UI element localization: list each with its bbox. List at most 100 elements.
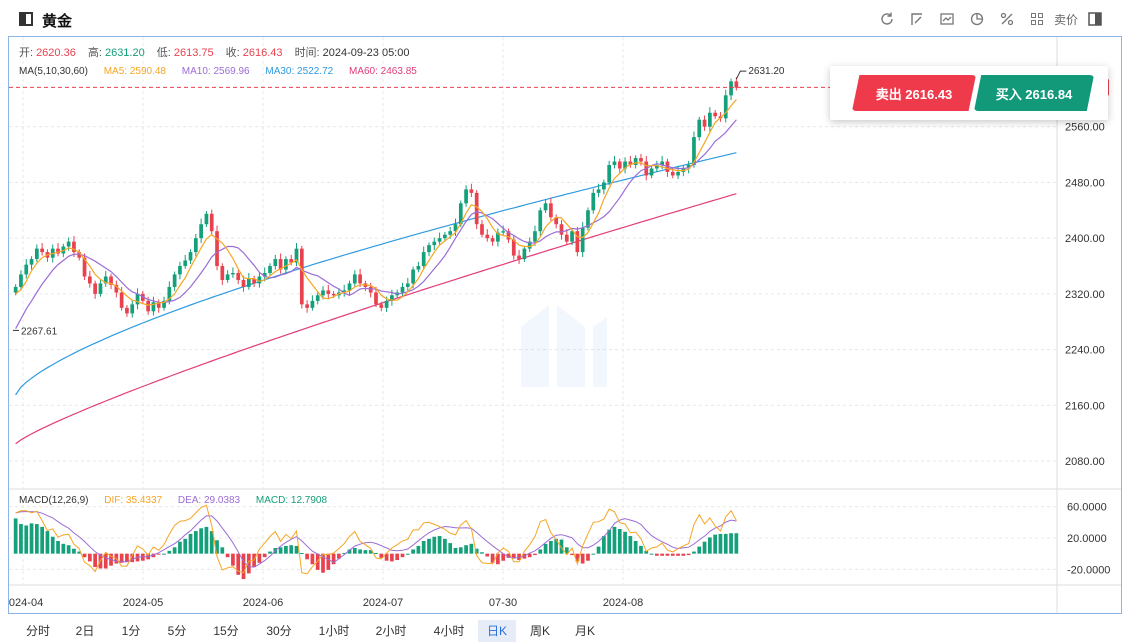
percent-icon[interactable] [992,9,1022,29]
macd-bar [204,526,209,554]
macd-bar [188,533,193,554]
candle-body [98,283,103,294]
macd-bar [464,545,468,554]
candle-body [93,283,97,294]
time-tick-label: 2024-07 [363,597,403,609]
candle-body [527,241,532,249]
ma5-line [15,99,737,306]
candle-body [299,248,304,305]
period-5[interactable]: 15分 [213,624,239,638]
candle-body [496,232,500,242]
macd-bar [167,550,172,554]
candle-body [480,224,484,235]
candle-body [538,210,543,232]
macd-bar [421,540,426,554]
macd-bar [607,529,612,554]
macd-bar [670,553,675,556]
price-type-toggle[interactable]: 卖价 [1053,12,1078,27]
candle-body [549,203,553,218]
open-value: 2620.36 [36,47,76,59]
candle-body [517,255,521,260]
candle-body [172,274,177,287]
period-3[interactable]: 1分 [121,624,141,638]
candle-body [490,238,495,242]
ma-legend: MA(5,10,30,60) MA5: 2590.48 MA10: 2569.9… [19,66,420,77]
candle-body [19,274,23,287]
ma60-legend: MA60: 2463.85 [348,66,417,77]
draw-icon[interactable] [902,9,932,29]
time-tick-label: 2024-06 [243,597,283,609]
time-tick-label: 2024-05 [123,597,163,609]
candle-body [252,278,256,284]
period-4[interactable]: 5分 [167,624,187,638]
macd-bar [639,545,643,554]
macd-bar [660,553,665,556]
period-10[interactable]: 日K [478,620,516,642]
time-label: 时间: [294,47,320,59]
high-label: 高: [87,47,102,59]
candle-body [543,203,548,211]
period-2[interactable]: 2日 [75,624,95,638]
candle-body [602,182,606,190]
candle-body [130,304,135,314]
layout-icon[interactable] [1080,9,1110,29]
chart-frame[interactable]: 2560.00 2480.00 2400.00 2320.00 2240.00 2160.… [8,36,1122,614]
period-7[interactable]: 1小时 [318,624,350,638]
macd-bar [538,549,543,554]
period-1[interactable]: 分时 [25,624,50,638]
candle-body [289,259,294,263]
price-tick-label: 2080.00 [1065,456,1105,468]
candle-body [358,274,362,284]
period-9[interactable]: 4小时 [433,624,465,638]
candle-body [628,161,633,165]
grid-icon[interactable] [1022,9,1052,29]
candle-body [34,248,39,260]
period-8[interactable]: 2小时 [375,624,407,638]
indicator-icon[interactable] [932,9,962,29]
candle-body [421,252,426,267]
candle-body [390,295,394,301]
macd-bar [347,549,352,554]
macd-bar [19,524,23,554]
sidebar-toggle-icon[interactable] [19,12,33,26]
ma5-legend: MA5: 2590.48 [103,66,166,77]
buy-button[interactable]: 买入 2616.84 [974,75,1094,111]
high-value: 2631.20 [104,47,145,59]
candle-body [416,266,421,270]
candle-body [342,290,347,293]
macd-tick-label: 20.0000 [1067,533,1107,545]
candle-body [199,224,203,239]
macd-legend-label: MACD(12,26,9) [19,495,89,506]
sell-button[interactable]: 卖出 2616.43 [852,75,976,111]
candle-body [575,231,580,253]
macd-bar [570,553,574,556]
candle-body [29,259,34,265]
macd-bar [183,538,188,554]
macd-bar [390,553,394,562]
refresh-icon[interactable] [872,9,902,29]
candle-body [352,274,357,284]
price-tick-label: 2560.00 [1065,122,1105,134]
macd-bar [511,553,516,559]
pie-icon[interactable] [962,9,992,29]
candle-body [167,286,172,301]
candle-body [315,295,320,301]
period-6[interactable]: 30分 [266,624,292,638]
macd-bar [596,546,601,554]
macd-bar [231,553,235,566]
candle-body [617,161,622,169]
macd-bar [554,538,559,554]
ohlc-info: 开: 2620.36 高: 2631.20 低: 2613.75 收: 2616.43 … [19,44,412,60]
macd-bar [199,528,203,554]
macd-bar [490,553,495,563]
candle-body [697,119,702,138]
candle-body [183,260,188,267]
close-label: 收: [225,47,240,59]
period-12[interactable]: 月K [574,624,595,638]
chart-canvas[interactable]: 2560.00 2480.00 2400.00 2320.00 2240.00 2160.… [9,37,1121,613]
candle-body [707,112,712,127]
candle-body [72,241,76,253]
period-11[interactable]: 周K [529,624,550,638]
macd-bar [236,553,241,575]
